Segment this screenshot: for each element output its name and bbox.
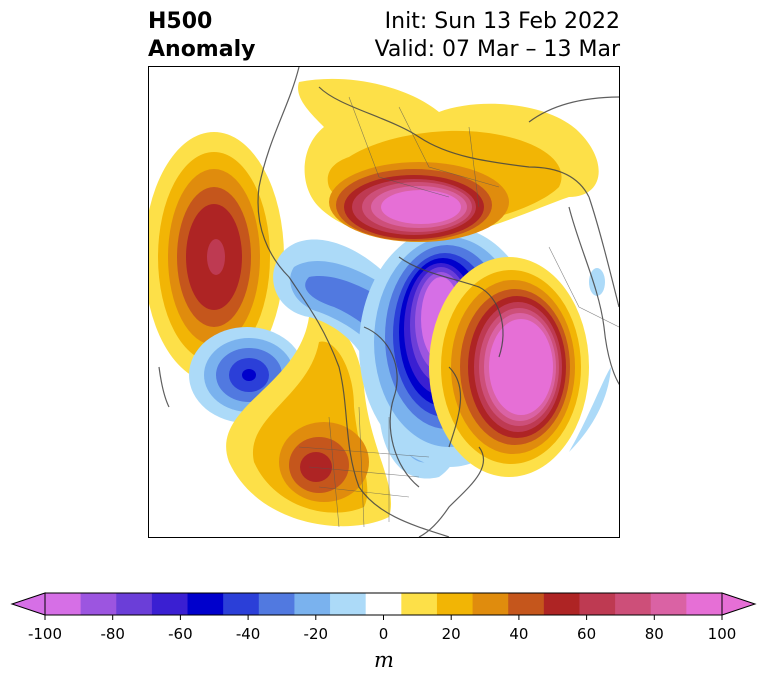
- colorbar-bin: [294, 593, 331, 615]
- siberian-ridge: [298, 78, 599, 242]
- colorbar-tick-label: 0: [378, 625, 389, 643]
- valid-range-label: Valid: 07 Mar – 13 Mar: [374, 37, 620, 62]
- colorbar-tick-label: -100: [27, 625, 63, 643]
- colorbar-tick-label: 20: [441, 625, 461, 643]
- title-field: Anomaly: [148, 37, 256, 62]
- colorbar-tick-label: 60: [577, 625, 597, 643]
- colorbar: [10, 592, 757, 620]
- colorbar-bin: [45, 593, 82, 615]
- atlantic-negative-sliver: [569, 367, 611, 452]
- north-pacific-ridge: [149, 132, 284, 382]
- colorbar-bin: [365, 593, 402, 615]
- colorbar-bin: [80, 593, 117, 615]
- map-title: H500 Anomaly: [148, 8, 255, 64]
- colorbar-tick-label: 80: [644, 625, 664, 643]
- title-variable: H500: [148, 9, 213, 34]
- colorbar-bin: [686, 593, 723, 615]
- colorbar-bin: [508, 593, 545, 615]
- coastlines: [158, 67, 619, 537]
- southwest-us-ridge: [226, 315, 392, 527]
- anomaly-map: [148, 66, 620, 538]
- map-canvas: [149, 67, 619, 537]
- colorbar-tick-label: -60: [168, 625, 193, 643]
- colorbar-extend-min: [10, 592, 46, 616]
- colorbar-extend-max: [721, 592, 757, 616]
- colorbar-tick-label: -40: [235, 625, 261, 643]
- colorbar-bin: [650, 593, 687, 615]
- colorbar-unit-label: m: [374, 648, 394, 672]
- colorbar-bin: [223, 593, 260, 615]
- colorbar-bin: [116, 593, 153, 615]
- forecast-info: Init: Sun 13 Feb 2022 Valid: 07 Mar – 13…: [375, 8, 620, 64]
- colorbar-bin: [330, 593, 367, 615]
- colorbar-bin: [472, 593, 509, 615]
- colorbar-tick-label: 40: [509, 625, 529, 643]
- colorbar-tick-label: 100: [707, 625, 737, 643]
- north-atlantic-ridge: [429, 257, 589, 477]
- colorbar-bin: [436, 593, 474, 615]
- colorbar-bin: [543, 593, 580, 615]
- political-borders: [298, 96, 619, 528]
- colorbar-bin: [187, 593, 224, 615]
- colorbar-bin: [579, 593, 616, 615]
- east-negative-blob: [589, 268, 605, 296]
- colorbar-tick-label: -20: [303, 625, 329, 643]
- colorbar-bin: [151, 593, 189, 615]
- init-date-label: Init: Sun 13 Feb 2022: [384, 9, 620, 34]
- colorbar-bin: [615, 593, 652, 615]
- colorbar-bin: [401, 593, 438, 615]
- colorbar-tick-label: -80: [100, 625, 125, 643]
- colorbar-bin: [258, 593, 295, 615]
